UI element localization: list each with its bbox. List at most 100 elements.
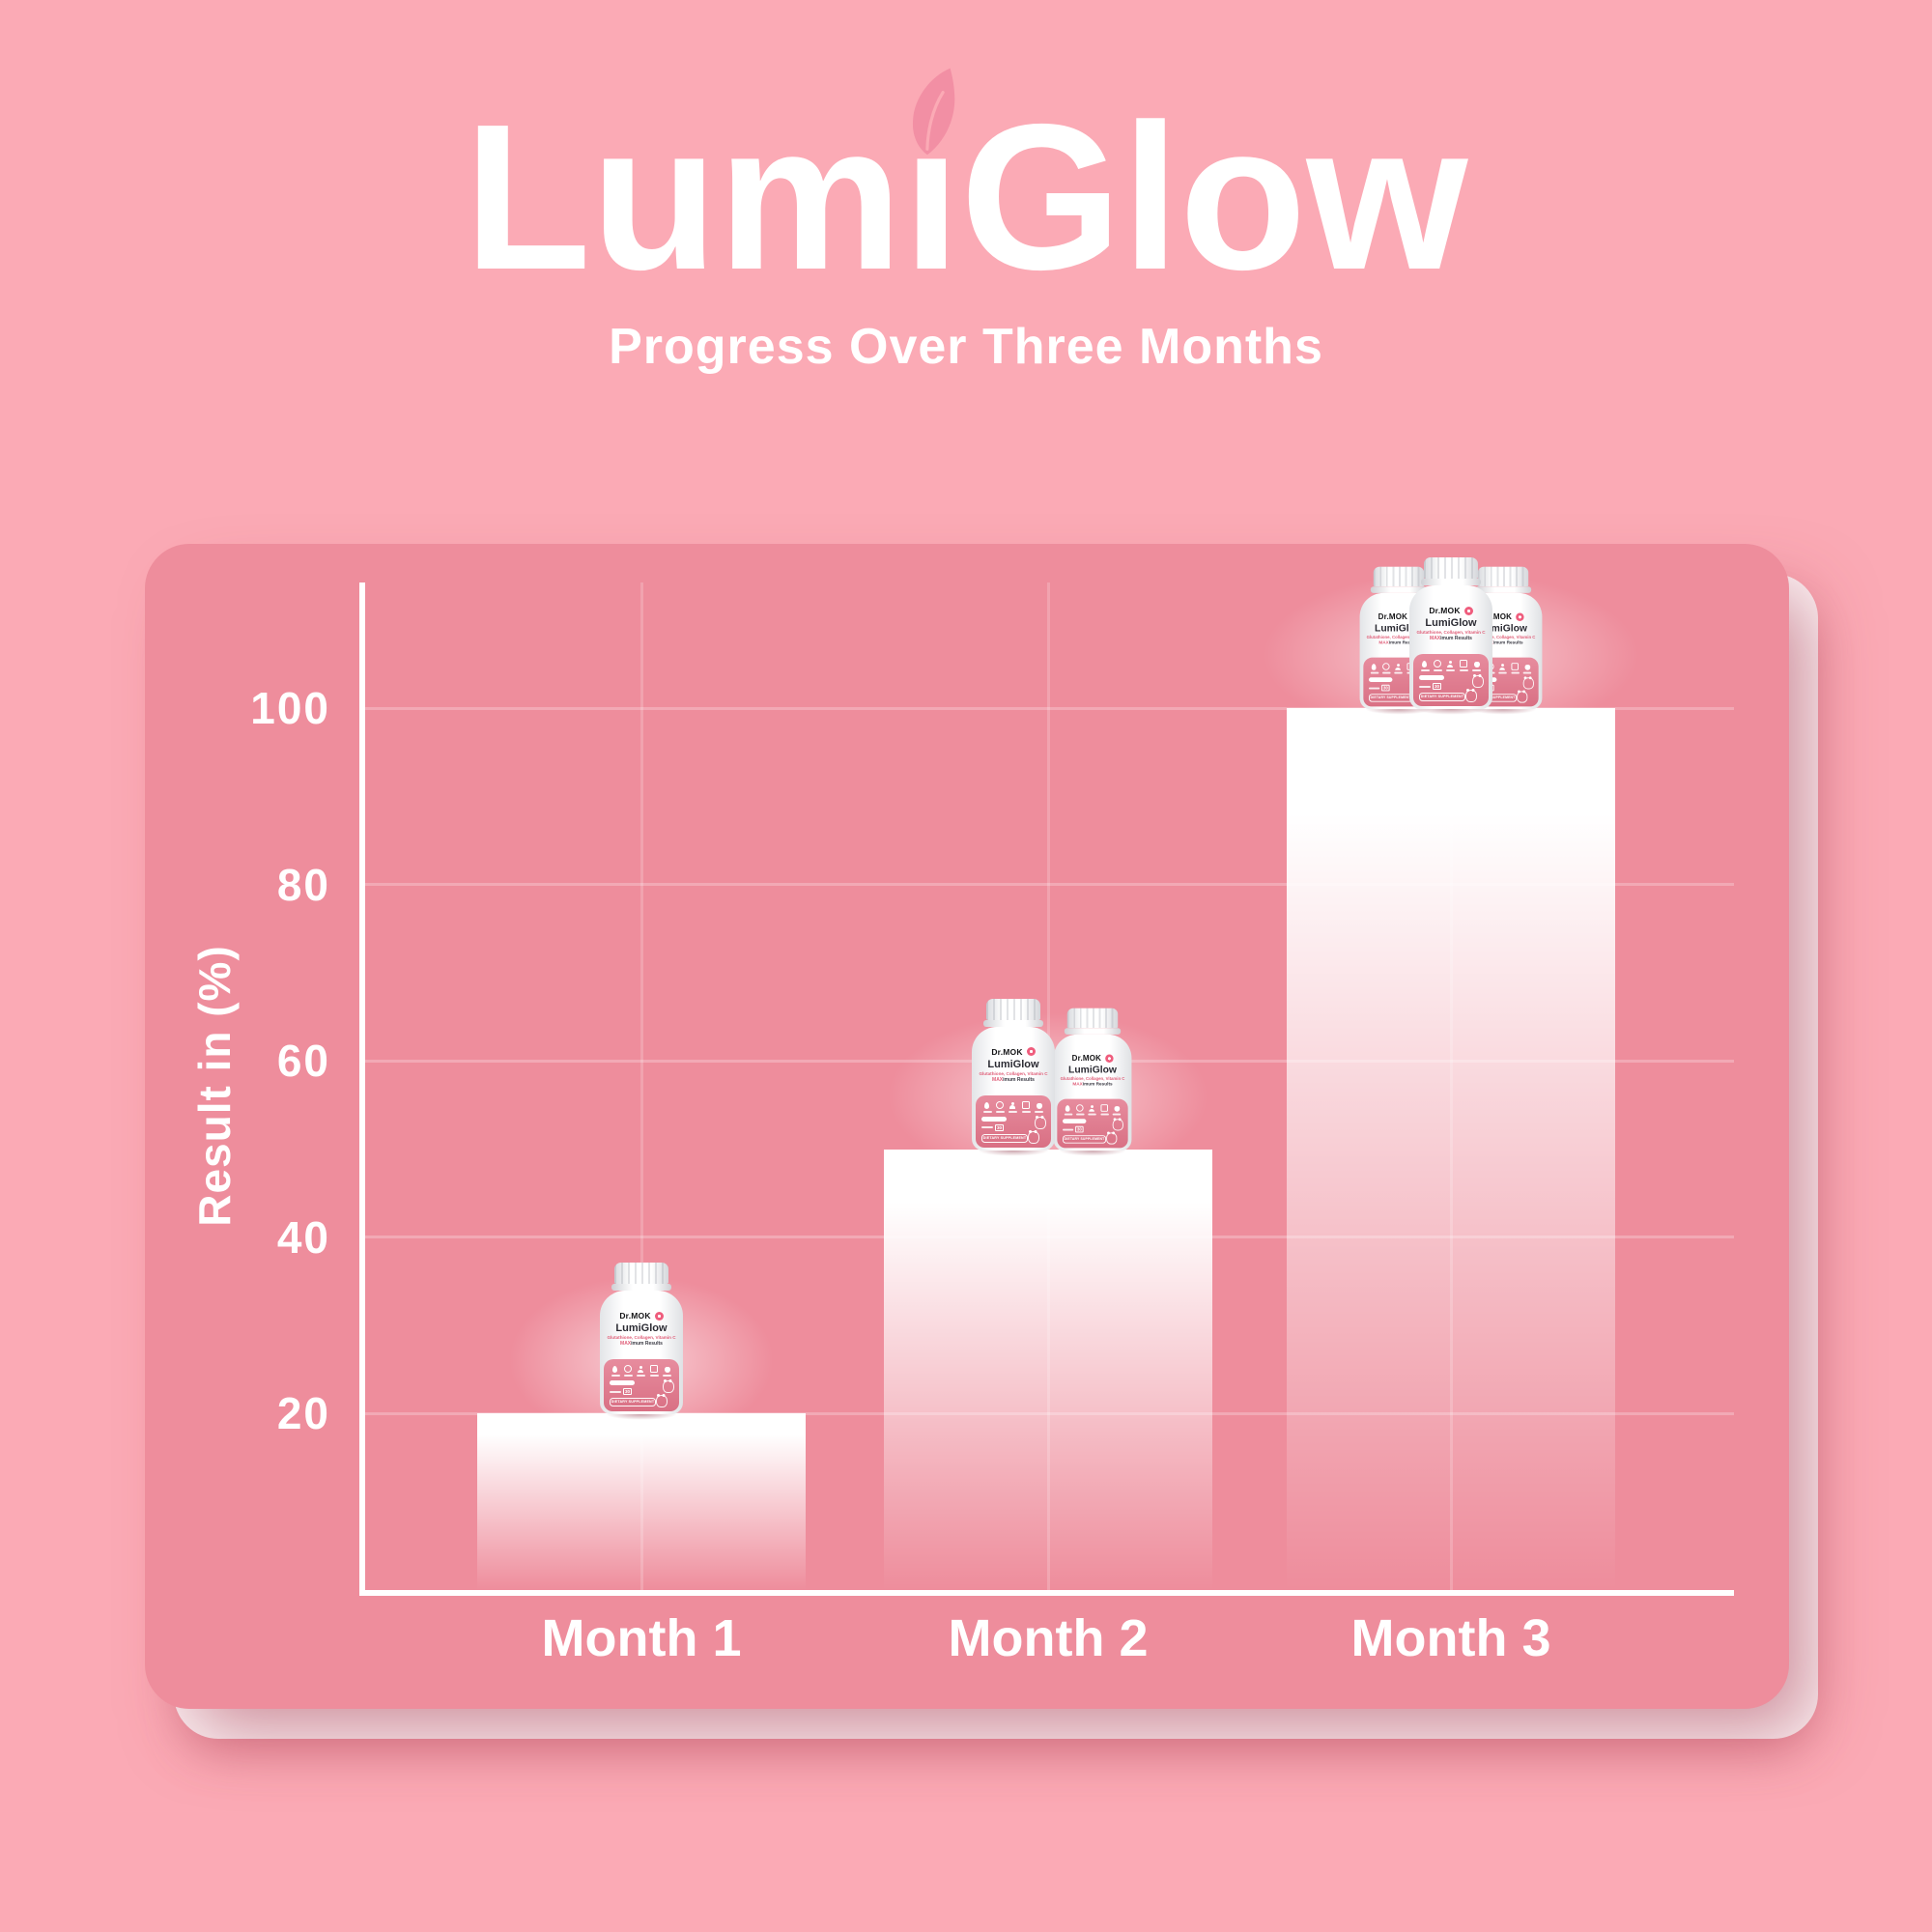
benefit-icons-row: [604, 1359, 679, 1374]
gummy-bear-icon: [1106, 1130, 1118, 1145]
band-left-column: 30 DIETARY SUPPLEMENT: [610, 1380, 656, 1407]
x-axis-line: [359, 1590, 1734, 1596]
bottle-ingredients: Glutathione, Collagen, Vitamin C: [1416, 630, 1486, 635]
drop-icon: [612, 1366, 618, 1374]
benefit-icons-row: [1413, 654, 1489, 668]
bottle-label-band: 30 DIETARY SUPPLEMENT: [976, 1094, 1051, 1148]
gummy-bears-icon: [656, 1379, 674, 1408]
y-tick-label: 60: [276, 1036, 330, 1087]
band-left-column: 30 DIETARY SUPPLEMENT: [1062, 1118, 1107, 1144]
flavor-pill: [610, 1380, 635, 1386]
supplement-pill: DIETARY SUPPLEMENT: [610, 1398, 656, 1407]
bottle-cap: [614, 1263, 668, 1285]
bottle-brand-row: Dr.MOK: [600, 1311, 683, 1321]
gummy-bear-icon: [1465, 689, 1477, 702]
gummy-bears-icon: [1465, 674, 1484, 702]
flavor-pill: [981, 1116, 1007, 1122]
band-left-column: 30 DIETARY SUPPLEMENT: [1419, 675, 1465, 701]
sun-icon: [1100, 1103, 1109, 1112]
leaf-icon: [912, 68, 954, 156]
x-axis-label: Month 1: [541, 1609, 742, 1667]
brand-badge-icon: [1104, 1053, 1114, 1063]
ring-icon: [623, 1365, 632, 1374]
bottle-product-name: LumiGlow: [1375, 622, 1423, 635]
supplement-pill: DIETARY SUPPLEMENT: [981, 1133, 1028, 1143]
benefit-icon-labels: [1413, 668, 1489, 671]
bottle-body: Dr.MOK LumiGlow Glutathione, Collagen, V…: [1053, 1034, 1132, 1151]
sun-icon: [1511, 663, 1520, 670]
tooth-icon: [664, 1367, 670, 1374]
drop-icon: [1422, 661, 1428, 668]
y-tick-label: 80: [276, 859, 330, 910]
bottle-ingredients: Glutathione, Collagen, Vitamin C: [1060, 1075, 1125, 1081]
tooth-icon: [1036, 1102, 1042, 1109]
bottle-ingredients: Glutathione, Collagen, Vitamin C: [1470, 635, 1536, 639]
bottle-cap: [1424, 557, 1478, 579]
count-box: 30: [1381, 684, 1390, 692]
v-gridline: [639, 582, 643, 1593]
supplement-pill: DIETARY SUPPLEMENT: [1062, 1134, 1107, 1144]
count-row: 30: [1419, 683, 1465, 690]
gummy-bears-icon: [1517, 676, 1534, 703]
product-bottle: Dr.MOK LumiGlow Glutathione, Collagen, V…: [592, 1263, 691, 1423]
bottle-product-name: LumiGlow: [1068, 1064, 1117, 1075]
count-box: 30: [995, 1123, 1005, 1131]
bottle-product-name: LumiGlow: [1479, 622, 1527, 635]
subtitle: Progress Over Three Months: [609, 319, 1323, 375]
person-icon: [1499, 664, 1506, 670]
gummy-bear-icon: [1472, 674, 1484, 688]
gummy-bear-icon: [1028, 1129, 1039, 1144]
bottle-brand: Dr.MOK: [1378, 611, 1408, 621]
count-row: 30: [981, 1123, 1028, 1131]
product-bottle: Dr.MOK LumiGlow Glutathione, Collagen, V…: [1402, 557, 1500, 717]
benefit-icons-row: [976, 1095, 1051, 1109]
title-part-post: Glow: [960, 80, 1468, 313]
chart-panel: Result in (%) 100 80 60 40 20 Dr.MOK LumiGlo…: [145, 544, 1789, 1709]
bottle-brand-row: Dr.MOK: [972, 1047, 1055, 1057]
h-gridline: [359, 883, 1734, 887]
bottle-brand-row: Dr.MOK: [1464, 612, 1543, 621]
bottle-cap-lip: [983, 1019, 1043, 1027]
benefit-icon-labels: [1057, 1111, 1127, 1116]
bottle-cap: [986, 998, 1040, 1020]
bottle-tagline: MAXimum Results: [1072, 1081, 1113, 1087]
flavor-pill: [1062, 1118, 1087, 1123]
bottle-cap-lip: [1421, 579, 1481, 585]
brand-badge-icon: [1463, 606, 1473, 615]
bottle-brand: Dr.MOK: [619, 1311, 651, 1321]
bottle-cap-lip: [1474, 586, 1532, 593]
bottle-product-name: LumiGlow: [615, 1322, 668, 1335]
sun-icon: [1022, 1100, 1031, 1109]
bottle-brand-row: Dr.MOK: [1054, 1053, 1132, 1063]
product-bottle: Dr.MOK LumiGlow Glutathione, Collagen, V…: [964, 998, 1063, 1158]
gummy-bear-icon: [663, 1379, 674, 1394]
bottle-cap: [1477, 566, 1529, 587]
bottle-cap-lip: [1370, 586, 1428, 593]
drop-icon: [984, 1101, 990, 1109]
person-icon: [1089, 1104, 1095, 1112]
bottle-cap-lip: [1064, 1027, 1122, 1035]
bottle-ingredients: Glutathione, Collagen, Vitamin C: [607, 1335, 676, 1341]
x-axis-label: Month 3: [1350, 1609, 1551, 1667]
y-tick-label: 40: [276, 1211, 330, 1263]
flavor-pill: [1419, 675, 1444, 680]
bottle-tagline: MAXimum Results: [1430, 636, 1472, 641]
bottle-brand: Dr.MOK: [1482, 611, 1513, 621]
bottle-label-band: 30 DIETARY SUPPLEMENT: [604, 1359, 679, 1412]
bottle-cap: [1373, 566, 1425, 587]
bottle-ingredients: Glutathione, Collagen, Vitamin C: [1366, 635, 1432, 639]
count-row: 30: [610, 1388, 656, 1396]
tooth-icon: [1473, 662, 1480, 668]
gummy-bear-icon: [1517, 690, 1528, 703]
bottle-brand: Dr.MOK: [1429, 606, 1461, 615]
bar: [1287, 708, 1615, 1590]
bottle-body: Dr.MOK LumiGlow Glutathione, Collagen, V…: [1409, 585, 1492, 709]
ring-icon: [1381, 663, 1390, 670]
y-tick-label: 100: [250, 683, 330, 733]
y-axis-line: [359, 582, 365, 1596]
flavor-pill: [1368, 677, 1393, 682]
person-icon: [1009, 1101, 1016, 1109]
benefit-icons-row: [1057, 1098, 1127, 1112]
bottle-tagline: MAXimum Results: [620, 1341, 663, 1348]
